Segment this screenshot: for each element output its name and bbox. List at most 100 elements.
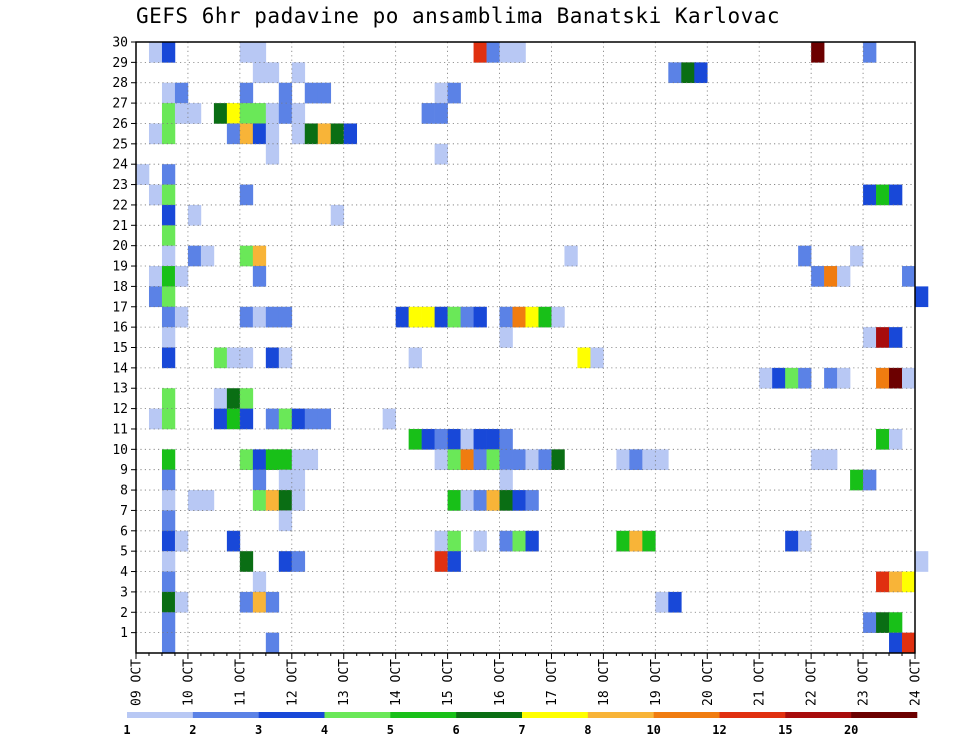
heatmap-cell bbox=[200, 490, 215, 511]
heatmap-cell bbox=[291, 490, 306, 511]
legend-swatch bbox=[456, 712, 523, 718]
heatmap-cell bbox=[161, 306, 176, 328]
heatmap-cell bbox=[434, 551, 448, 572]
heatmap-cell bbox=[759, 367, 773, 389]
heatmap-cell bbox=[161, 469, 176, 491]
heatmap-cell bbox=[499, 42, 513, 63]
grid-lines bbox=[136, 41, 915, 653]
heatmap-cell bbox=[499, 469, 513, 491]
legend-swatch bbox=[258, 712, 325, 718]
heatmap-cell bbox=[577, 347, 591, 369]
y-tick-label: 9 bbox=[120, 463, 128, 478]
heatmap-cell bbox=[850, 469, 864, 491]
heatmap-cell bbox=[785, 367, 799, 389]
heatmap-cell bbox=[473, 530, 487, 552]
legend-label: 5 bbox=[387, 723, 394, 737]
y-tick-label: 10 bbox=[112, 443, 128, 458]
heatmap-cell bbox=[148, 408, 163, 430]
heatmap-cell bbox=[655, 449, 669, 470]
legend-swatch bbox=[390, 712, 457, 718]
heatmap-cell bbox=[616, 449, 630, 470]
heatmap-cell bbox=[876, 327, 890, 348]
heatmap-cell bbox=[889, 612, 903, 633]
heatmap-cell bbox=[174, 266, 189, 287]
heatmap-cell bbox=[161, 286, 176, 308]
y-tick-label: 27 bbox=[112, 97, 128, 112]
x-tick-label: 18 OCT bbox=[597, 659, 612, 706]
x-tick-label: 24 OCT bbox=[909, 659, 924, 706]
legend-label: 8 bbox=[584, 723, 591, 737]
heatmap-cell bbox=[239, 82, 254, 104]
heatmap-cell bbox=[317, 408, 332, 430]
legend-label: 3 bbox=[255, 723, 262, 737]
x-tick-label: 15 OCT bbox=[441, 659, 456, 706]
heatmap-cell bbox=[161, 245, 176, 267]
heatmap-cell bbox=[148, 266, 163, 287]
heatmap-cell bbox=[447, 449, 461, 470]
heatmap-cell bbox=[278, 103, 293, 124]
y-tick-label: 17 bbox=[112, 300, 128, 315]
heatmap-cell bbox=[434, 82, 448, 104]
x-tick-label: 19 OCT bbox=[649, 659, 664, 706]
legend-label: 2 bbox=[189, 723, 196, 737]
y-tick-label: 29 bbox=[112, 56, 128, 71]
heatmap-cell bbox=[161, 123, 176, 145]
heatmap-cell bbox=[421, 428, 435, 450]
heatmap-cell bbox=[694, 62, 708, 84]
y-tick-label: 1 bbox=[120, 626, 128, 641]
heatmap-cell bbox=[863, 612, 877, 633]
heatmap-cell bbox=[148, 184, 163, 206]
heatmap-cell bbox=[915, 286, 929, 308]
heatmap-cell bbox=[889, 367, 903, 389]
heatmap-cell bbox=[876, 428, 890, 450]
heatmap-cell bbox=[473, 490, 487, 511]
x-axis: 09 OCT 10 OCT 11 OCT 12 OCT 13 OCT 14 OCT 15 O… bbox=[130, 653, 924, 706]
heatmap-cell bbox=[161, 530, 176, 552]
y-tick-label: 15 bbox=[112, 341, 128, 356]
heatmap-cell bbox=[252, 490, 267, 511]
heatmap-cell bbox=[447, 551, 461, 572]
heatmap-cell bbox=[161, 347, 176, 369]
heatmap-cell bbox=[161, 266, 176, 287]
heatmap-cell bbox=[317, 82, 332, 104]
y-axis: 1234567891011121314151617181920212223242… bbox=[112, 36, 136, 641]
heatmap-cell bbox=[512, 490, 526, 511]
legend-swatch bbox=[851, 712, 918, 718]
heatmap-cell bbox=[525, 306, 539, 328]
legend-swatch bbox=[127, 712, 194, 718]
heatmap-cell bbox=[837, 266, 851, 287]
heatmap-cell bbox=[265, 62, 280, 84]
heatmap-cell bbox=[187, 245, 202, 267]
heatmap-cell bbox=[824, 367, 838, 389]
heatmap-cell bbox=[161, 490, 176, 511]
heatmap-cell bbox=[304, 449, 319, 470]
heatmap-cell bbox=[239, 388, 254, 409]
heatmap-cell bbox=[265, 449, 280, 470]
heatmap-cell bbox=[161, 571, 176, 593]
heatmap-cell bbox=[304, 408, 319, 430]
heatmap-cell bbox=[434, 428, 448, 450]
heatmap-cell bbox=[226, 123, 241, 145]
heatmap-cell bbox=[265, 103, 280, 124]
heatmap-cell bbox=[213, 347, 228, 369]
heatmap-cell bbox=[161, 632, 176, 654]
heatmap-cell bbox=[278, 551, 293, 572]
heatmap-cell bbox=[161, 184, 176, 206]
heatmap-cell bbox=[655, 591, 669, 613]
heatmap-cell bbox=[668, 62, 682, 84]
heatmap-cell bbox=[161, 388, 176, 409]
legend-label: 1 bbox=[123, 723, 130, 737]
heatmap-cell bbox=[239, 408, 254, 430]
heatmap-cell bbox=[200, 245, 215, 267]
heatmap-cell bbox=[447, 490, 461, 511]
legend-swatch bbox=[587, 712, 654, 718]
heatmap-cell bbox=[525, 490, 539, 511]
heatmap-cell bbox=[161, 164, 176, 185]
heatmap-cell bbox=[161, 204, 176, 226]
heatmap-cell bbox=[408, 428, 422, 450]
heatmap-cell bbox=[460, 428, 474, 450]
y-tick-label: 28 bbox=[112, 76, 128, 91]
heatmap-cell bbox=[252, 306, 267, 328]
heatmap-cell bbox=[239, 551, 254, 572]
legend-swatch bbox=[192, 712, 259, 718]
